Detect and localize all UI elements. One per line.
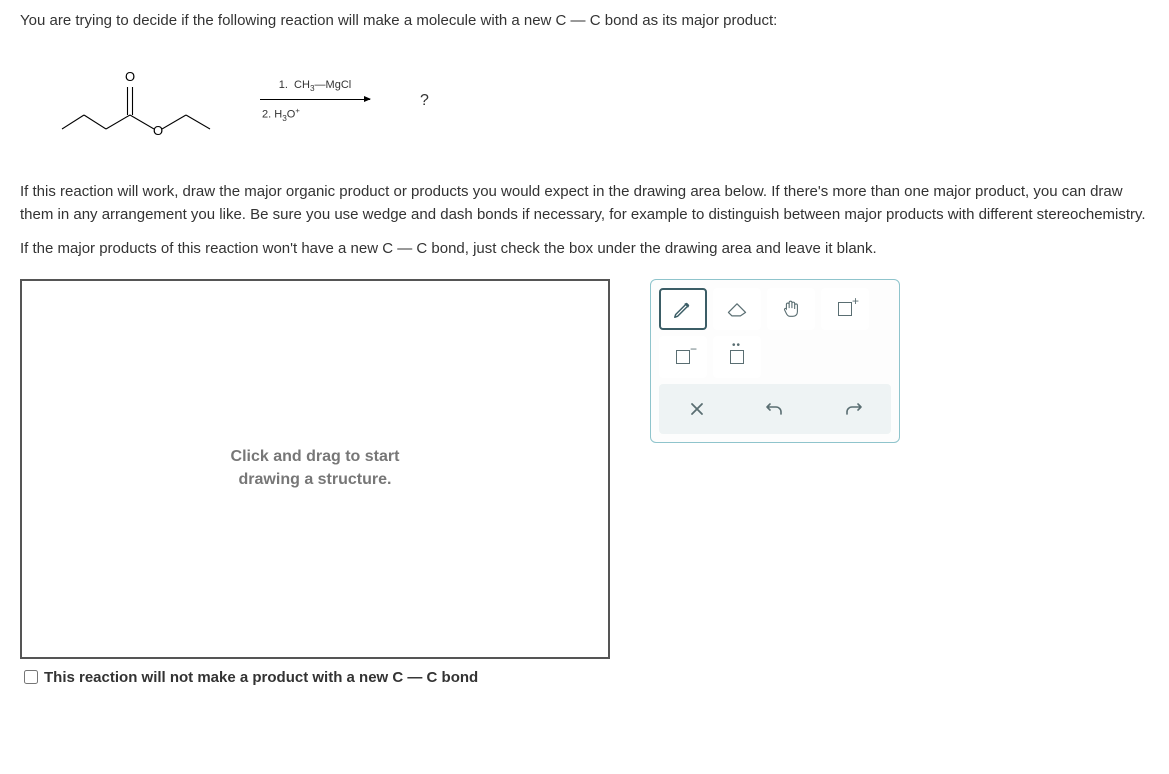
square-plus-icon: + bbox=[838, 302, 852, 316]
positive-charge-button[interactable]: + bbox=[821, 288, 869, 330]
eraser-tool-button[interactable] bbox=[713, 288, 761, 330]
question-intro: You are trying to decide if the followin… bbox=[20, 10, 1149, 31]
undo-button[interactable] bbox=[745, 388, 805, 430]
instructions-para-2: If the major products of this reaction w… bbox=[20, 238, 1149, 261]
reaction-arrow: 1. CH3—MgCl 2. H3O+ bbox=[260, 79, 370, 123]
redo-icon bbox=[843, 400, 863, 418]
pencil-tool-button[interactable] bbox=[659, 288, 707, 330]
lone-pair-button[interactable] bbox=[713, 336, 761, 378]
undo-icon bbox=[765, 400, 785, 418]
no-cc-bond-checkbox[interactable] bbox=[24, 670, 38, 684]
square-lone-pair-icon bbox=[730, 350, 744, 364]
clear-button[interactable] bbox=[667, 388, 727, 430]
product-placeholder: ? bbox=[420, 92, 429, 110]
negative-charge-button[interactable]: − bbox=[659, 336, 707, 378]
hand-icon bbox=[780, 298, 802, 320]
reaction-scheme: O O 1. CH3—MgCl 2. H3O+ ? bbox=[50, 51, 1149, 151]
square-minus-icon: − bbox=[676, 350, 690, 364]
pencil-icon bbox=[672, 298, 694, 320]
reagent-step-2: 2. H3O+ bbox=[262, 106, 300, 123]
x-icon bbox=[689, 401, 705, 417]
reagent-step-1: 1. CH3—MgCl bbox=[279, 79, 351, 93]
no-cc-bond-label: This reaction will not make a product wi… bbox=[44, 669, 478, 686]
svg-text:O: O bbox=[153, 123, 163, 138]
drawing-canvas[interactable]: Click and drag to start drawing a struct… bbox=[20, 279, 610, 659]
eraser-icon bbox=[725, 299, 749, 319]
drawing-toolbox: + − bbox=[650, 279, 900, 443]
drawing-placeholder-text: Click and drag to start drawing a struct… bbox=[231, 446, 400, 491]
starting-material-structure: O O bbox=[50, 51, 230, 151]
redo-button[interactable] bbox=[823, 388, 883, 430]
instructions-para-1: If this reaction will work, draw the maj… bbox=[20, 181, 1149, 226]
svg-text:O: O bbox=[125, 69, 135, 84]
grab-tool-button[interactable] bbox=[767, 288, 815, 330]
